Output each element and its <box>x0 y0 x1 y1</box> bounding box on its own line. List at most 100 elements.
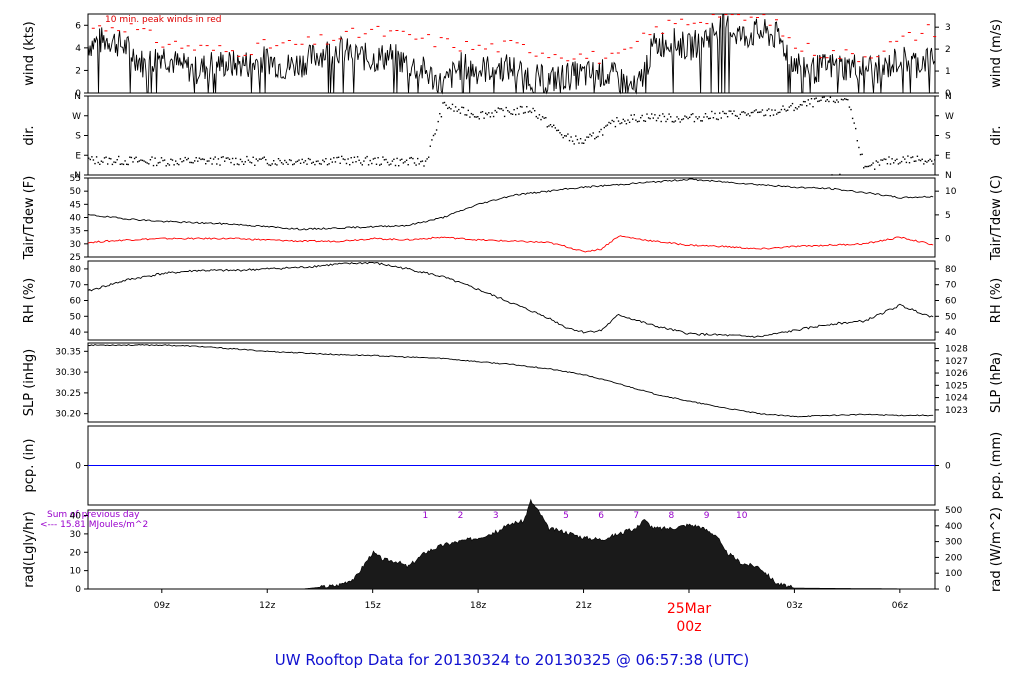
direction-point <box>398 165 400 167</box>
direction-point <box>931 160 933 162</box>
direction-point <box>912 156 914 158</box>
direction-point <box>127 163 129 166</box>
direction-point <box>238 163 240 166</box>
direction-point <box>322 159 324 161</box>
direction-point <box>709 117 711 119</box>
direction-point <box>695 116 697 118</box>
direction-point <box>116 159 118 161</box>
direction-point <box>431 139 433 141</box>
direction-point <box>766 109 768 112</box>
rh-left-ticks: 40 50 60 70 80 <box>70 265 88 338</box>
direction-point <box>121 163 123 165</box>
direction-point <box>133 157 136 160</box>
direction-point <box>622 118 624 121</box>
direction-point <box>668 113 670 115</box>
direction-point <box>603 126 605 129</box>
direction-point <box>815 97 817 99</box>
direction-point <box>443 101 446 104</box>
direction-point <box>383 159 386 161</box>
direction-point <box>779 111 781 113</box>
direction-point <box>583 142 585 144</box>
pcp-panel-right-label: pcp. (mm) <box>989 432 1004 499</box>
direction-point <box>119 163 121 165</box>
direction-point <box>518 113 520 115</box>
rad-right-tick-label: 500 <box>945 506 962 516</box>
direction-point <box>466 114 468 116</box>
direction-point <box>409 157 411 159</box>
slp-left-tick-label: 30.20 <box>55 410 81 420</box>
direction-point <box>394 164 397 167</box>
direction-point <box>579 138 582 140</box>
direction-point <box>412 157 414 160</box>
direction-point <box>423 165 425 167</box>
direction-point <box>609 122 612 125</box>
rad-hour-marker: 10 <box>736 511 748 521</box>
direction-point <box>435 129 438 131</box>
direction-point <box>621 122 623 124</box>
direction-point <box>738 117 740 120</box>
pcp-right-tick-label: 0 <box>945 462 951 472</box>
direction-point <box>934 159 936 161</box>
direction-point <box>717 118 719 121</box>
radiation-panel: rad(Lgly/hr) rad (W/m^2) Sum of previous… <box>22 498 1004 595</box>
direction-point <box>451 103 454 106</box>
direction-point <box>342 158 344 160</box>
direction-point <box>277 158 280 160</box>
direction-point <box>662 113 664 115</box>
direction-point <box>317 160 319 162</box>
direction-point <box>614 125 617 128</box>
rad-right-tick-label: 100 <box>945 569 962 579</box>
direction-point <box>326 164 329 166</box>
wind-right-ticks: 0 1 2 3 <box>935 23 951 99</box>
direction-point <box>747 113 749 115</box>
slp-right-tick-label: 1023 <box>945 406 968 416</box>
direction-point <box>790 105 792 107</box>
date-marker-date: 25Mar <box>667 601 711 617</box>
direction-point <box>386 161 389 164</box>
direction-point <box>274 163 276 165</box>
direction-point <box>497 107 499 109</box>
direction-point <box>92 159 95 161</box>
rh-right-tick-label: 70 <box>945 281 957 291</box>
direction-point <box>864 165 866 168</box>
direction-point <box>268 164 270 166</box>
direction-point <box>458 108 460 111</box>
direction-point <box>137 161 139 163</box>
direction-point <box>848 106 851 108</box>
direction-point <box>763 114 765 117</box>
slp-left-ticks: 30.20 30.25 30.30 30.35 <box>55 347 88 420</box>
direction-point <box>772 114 775 116</box>
direction-point <box>239 158 242 161</box>
direction-point <box>666 118 669 120</box>
slp-right-tick-label: 1024 <box>945 394 968 404</box>
direction-point <box>167 163 169 165</box>
direction-point <box>194 160 196 162</box>
direction-point <box>483 117 485 119</box>
slp-panel-right-label: SLP (hPa) <box>989 352 1004 413</box>
direction-point <box>355 161 357 163</box>
direction-point <box>165 165 167 167</box>
direction-point <box>212 158 215 160</box>
rad-hour-markers: 12345678910 <box>423 511 748 521</box>
direction-point <box>804 101 806 103</box>
direction-point <box>312 161 314 163</box>
direction-point <box>712 117 715 119</box>
direction-point <box>375 163 378 165</box>
rad-panel-left-label: rad(Lgly/hr) <box>22 511 37 587</box>
direction-point <box>791 102 794 105</box>
rad-hour-marker: 1 <box>423 511 429 521</box>
direction-point <box>929 158 931 161</box>
direction-point <box>279 159 281 162</box>
direction-point <box>206 160 208 162</box>
direction-point <box>628 121 631 123</box>
direction-point <box>834 101 836 104</box>
direction-point <box>429 145 431 147</box>
direction-point <box>485 112 487 114</box>
direction-point <box>578 142 580 144</box>
direction-point <box>415 164 417 166</box>
rh-left-tick-label: 60 <box>70 297 82 307</box>
wind-panel: wind (kts) wind (m/s) 10 min. peak winds… <box>22 13 1004 99</box>
direction-point <box>793 109 795 112</box>
time-axis: 09z 12z 15z 18z 21z 03z 06z <box>154 589 908 611</box>
direction-point <box>472 113 474 116</box>
